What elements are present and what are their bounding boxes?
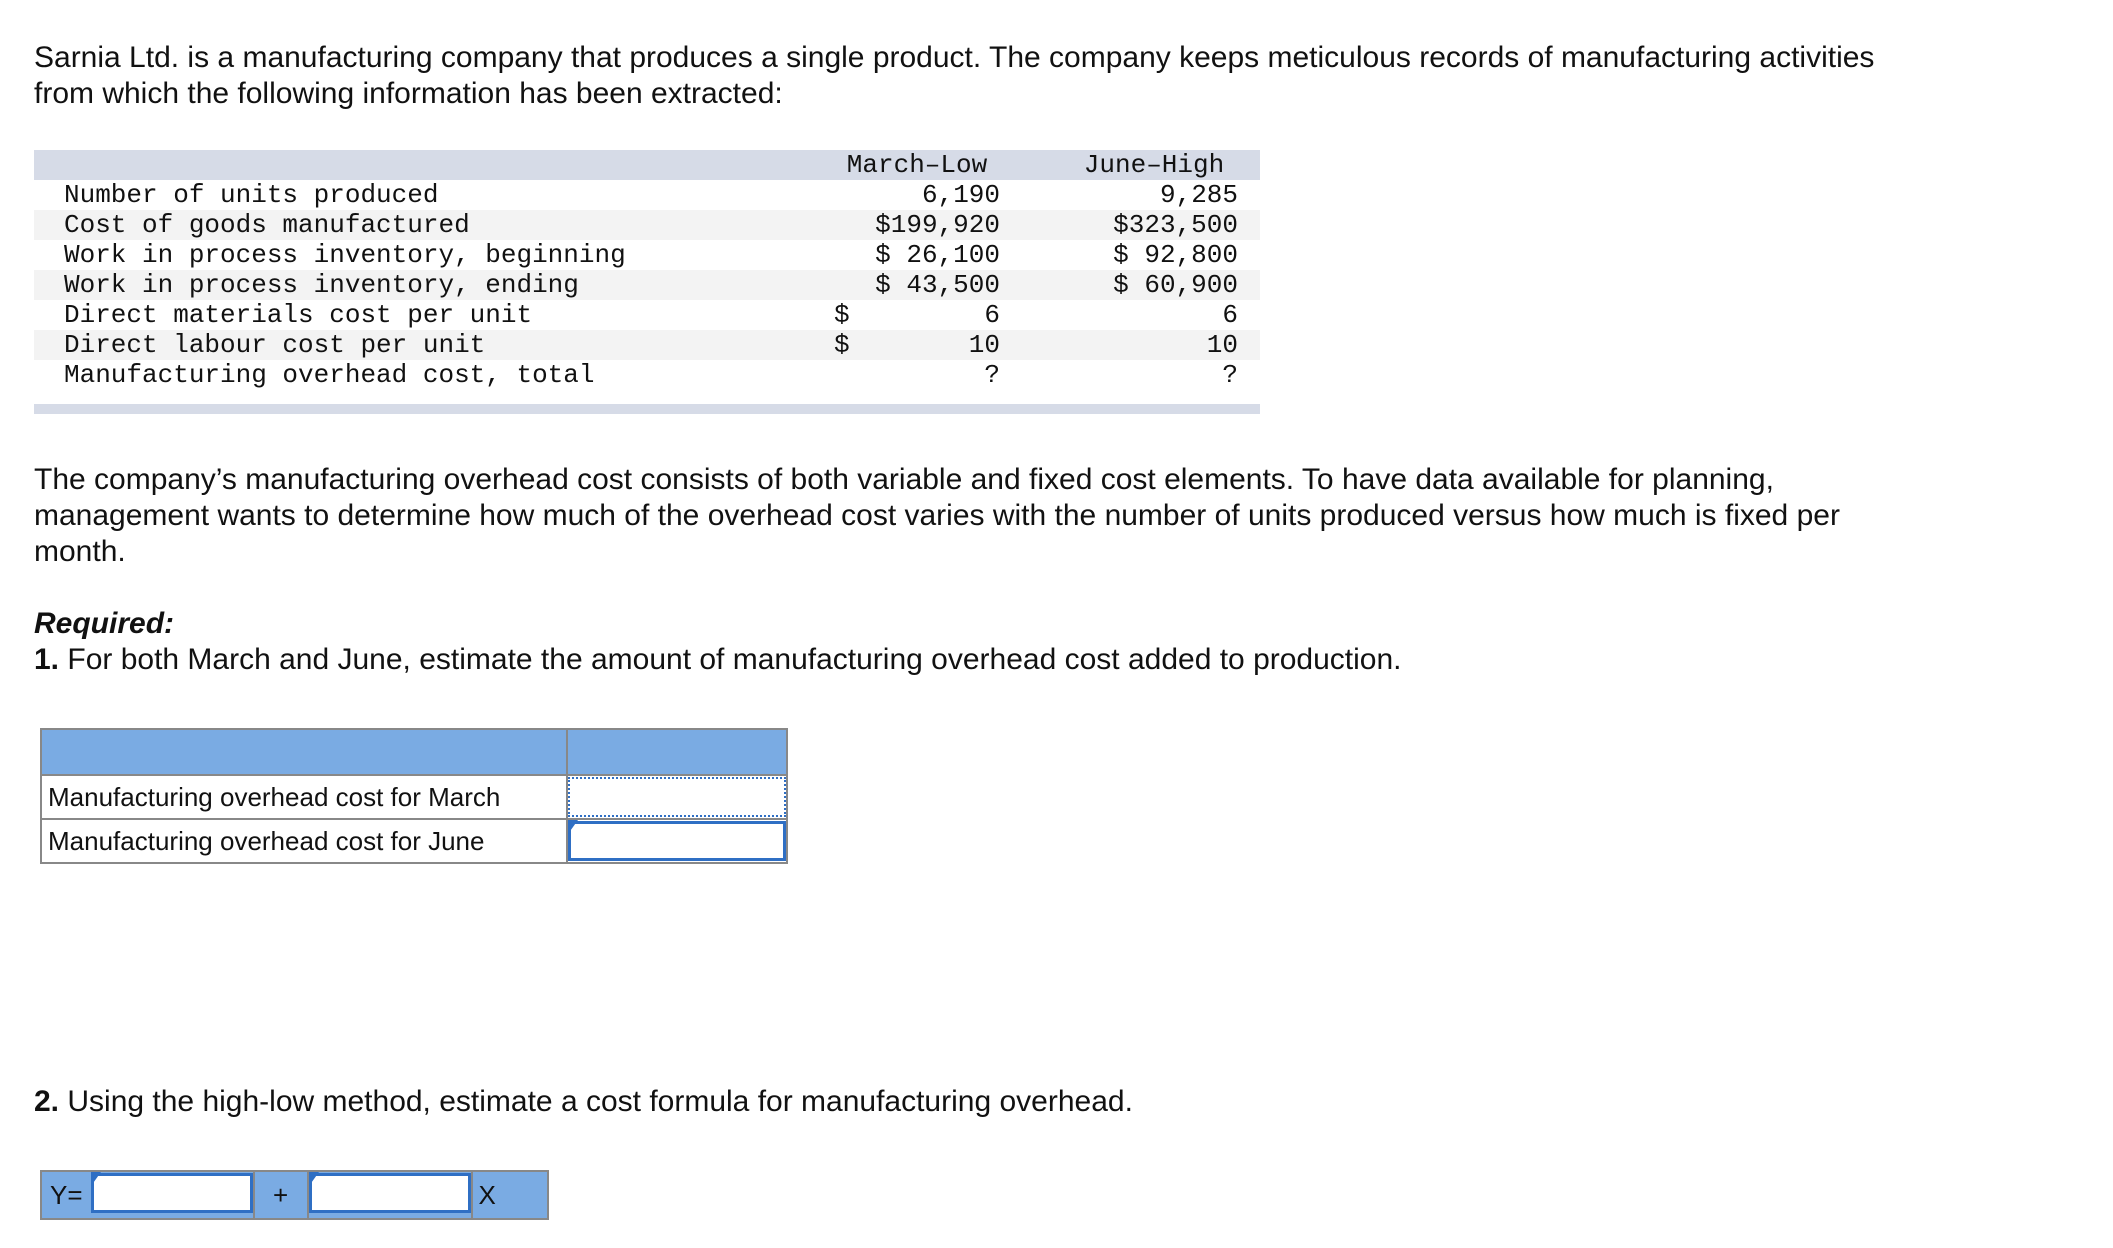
dollar-sign: $ [834, 330, 850, 360]
table-row: Work in process inventory, ending $ 43,5… [34, 270, 1260, 300]
row-label: Work in process inventory, beginning [64, 240, 626, 270]
production-data-table: March–Low June–High Number of units prod… [34, 150, 1260, 414]
row-label: Direct labour cost per unit [64, 330, 486, 360]
cost-formula-row: Y= + X [40, 1170, 549, 1220]
table-row: Cost of goods manufactured $199,920 $323… [34, 210, 1260, 240]
question-2-text: Using the high-low method, estimate a co… [59, 1085, 1133, 1118]
june-overhead-input[interactable] [568, 821, 786, 861]
variable-cost-input[interactable] [308, 1173, 471, 1213]
june-value: $ 60,900 [1113, 270, 1238, 300]
march-amount: 10 [968, 330, 1000, 360]
march-value: $199,920 [875, 210, 1000, 240]
fixed-cost-input[interactable] [90, 1173, 253, 1213]
overhead-answer-table: Manufacturing overhead cost for March Ma… [40, 728, 788, 864]
march-amount: 6 [984, 300, 1000, 330]
table-row: Manufacturing overhead cost for March [40, 774, 788, 820]
answer-table-header [40, 728, 788, 776]
x-label: X [470, 1172, 547, 1218]
question-1-number: 1. [34, 643, 60, 676]
march-value: 6,190 [921, 180, 1000, 210]
table-footer-band [34, 404, 1260, 414]
header-cell-label [40, 728, 568, 776]
required-label: Required: [34, 607, 175, 640]
overhead-paragraph: The company’s manufacturing overhead cos… [34, 463, 1840, 568]
table-row: Direct labour cost per unit $10 10 [34, 330, 1260, 360]
june-value: 9,285 [1159, 180, 1238, 210]
june-value: 10 [1206, 330, 1238, 360]
answer-label-june: Manufacturing overhead cost for June [40, 818, 568, 864]
march-value: $ 43,500 [875, 270, 1000, 300]
table-row: Direct materials cost per unit $6 6 [34, 300, 1260, 330]
required-section: Required: 1. For both March and June, es… [34, 606, 1402, 678]
answer-cell-june [566, 818, 788, 864]
intro-paragraph: Sarnia Ltd. is a manufacturing company t… [34, 41, 1875, 110]
header-march-low: March–Low [846, 150, 988, 180]
header-june-high: June–High [1083, 150, 1225, 180]
question-2: 2. Using the high-low method, estimate a… [34, 1084, 1133, 1120]
table-row: Manufacturing overhead cost, total ? ? [34, 360, 1260, 390]
input-flag-icon [568, 820, 578, 834]
march-value: $10 [834, 330, 1000, 360]
input-flag-icon [308, 1172, 319, 1186]
variable-cost-cell [308, 1172, 471, 1218]
answer-label-march: Manufacturing overhead cost for March [40, 774, 568, 820]
june-value: $ 92,800 [1113, 240, 1238, 270]
row-label: Number of units produced [64, 180, 439, 210]
march-overhead-input[interactable] [568, 777, 786, 817]
table-row: Work in process inventory, beginning $ 2… [34, 240, 1260, 270]
y-equals-label: Y= [50, 1179, 83, 1210]
june-value: ? [1222, 360, 1238, 390]
march-value: $ 26,100 [875, 240, 1000, 270]
question-1-text: For both March and June, estimate the am… [59, 643, 1402, 676]
march-value: $6 [834, 300, 1000, 330]
june-value: $323,500 [1113, 210, 1238, 240]
row-label: Manufacturing overhead cost, total [64, 360, 595, 390]
header-cell-value [566, 728, 788, 776]
table-row: Number of units produced 6,190 9,285 [34, 180, 1260, 210]
input-flag-icon [90, 1172, 101, 1186]
fixed-cost-cell [90, 1172, 253, 1218]
table-row: Manufacturing overhead cost for June [40, 818, 788, 864]
plus-sign: + [252, 1172, 309, 1218]
row-label: Cost of goods manufactured [64, 210, 470, 240]
row-label: Work in process inventory, ending [64, 270, 579, 300]
answer-cell-march [566, 774, 788, 820]
dollar-sign: $ [834, 300, 850, 330]
table-header-row: March–Low June–High [34, 150, 1260, 180]
row-label: Direct materials cost per unit [64, 300, 533, 330]
june-value: 6 [1222, 300, 1238, 330]
march-value: ? [984, 360, 1000, 390]
question-2-number: 2. [34, 1085, 60, 1118]
